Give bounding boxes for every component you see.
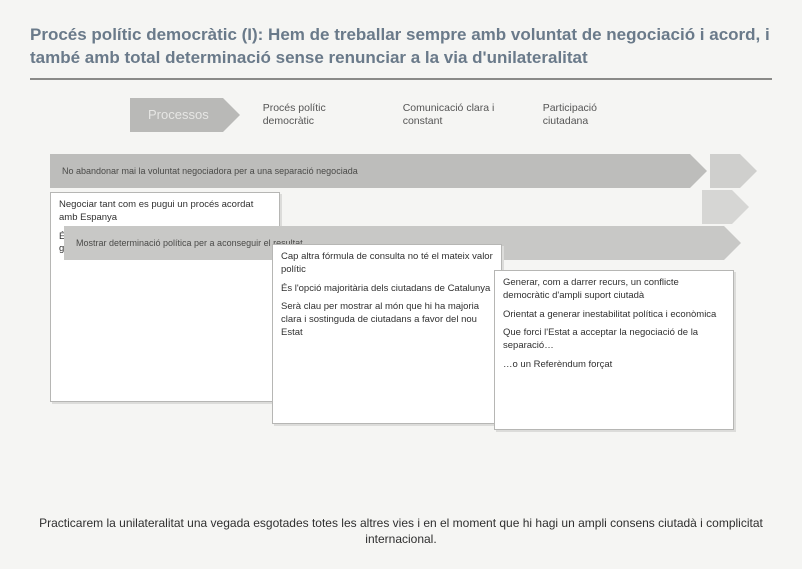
- card-consulta-p1: Cap altra fórmula de consulta no té el m…: [281, 251, 493, 277]
- process-diagram: No abandonar mai la voluntat negociadora…: [50, 154, 762, 454]
- processes-label: Processos: [148, 107, 209, 122]
- processes-arrow: Processos: [130, 98, 223, 132]
- card-consulta-p2: És l'opció majoritària dels ciutadans de…: [281, 283, 493, 296]
- card-conflict-p1: Generar, com a darrer recurs, un conflic…: [503, 277, 725, 303]
- card-conflict: Generar, com a darrer recurs, un conflic…: [494, 270, 734, 430]
- card-negotiate: Negociar tant com es pugui un procés aco…: [50, 192, 280, 402]
- page-title: Procés polític democràtic (I): Hem de tr…: [30, 24, 772, 70]
- card-consulta: Cap altra fórmula de consulta no té el m…: [272, 244, 502, 424]
- arrow-echo-2: [702, 190, 732, 224]
- band-negotiation: No abandonar mai la voluntat negociadora…: [50, 154, 690, 188]
- band-determination-label: Mostrar determinació política per a acon…: [76, 238, 303, 248]
- card-consulta-p3: Serà clau per mostrar al món que hi ha m…: [281, 301, 493, 339]
- card-conflict-p2: Orientat a generar inestabilitat polític…: [503, 309, 725, 322]
- card-negotiate-p1: Negociar tant com es pugui un procés aco…: [59, 199, 271, 225]
- nav-item-1: Procés polític democràtic: [263, 102, 363, 128]
- band-negotiation-label: No abandonar mai la voluntat negociadora…: [62, 166, 358, 176]
- process-nav: Processos Procés polític democràtic Comu…: [130, 98, 772, 132]
- footer-note: Practicarem la unilateralitat una vegada…: [30, 515, 772, 547]
- divider: [30, 78, 772, 80]
- card-conflict-p3: Que forci l'Estat a acceptar la negociac…: [503, 327, 725, 353]
- card-conflict-p4: …o un Referèndum forçat: [503, 359, 725, 372]
- nav-item-2: Comunicació clara i constant: [403, 102, 503, 128]
- arrow-echo-1: [710, 154, 740, 188]
- nav-item-3: Participació ciutadana: [543, 102, 643, 128]
